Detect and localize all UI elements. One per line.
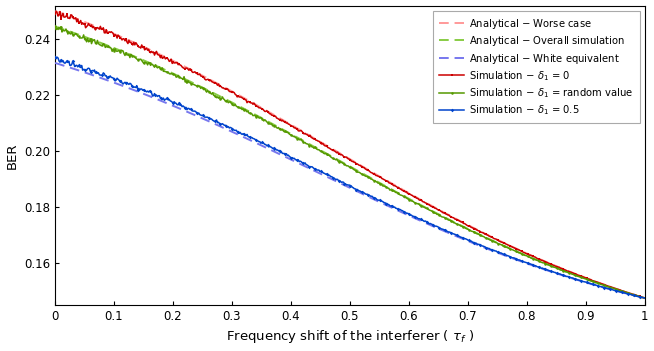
Simulation $-$ $\delta_1$ = random value [399, 194, 407, 198]
Analytical $-$ Worse case [156, 52, 164, 56]
Analytical $-$ White equivalent [318, 172, 326, 177]
Analytical $-$ Overall simulation [641, 296, 649, 300]
Analytical $-$ Overall simulation [445, 217, 453, 221]
Analytical $-$ White equivalent [641, 296, 649, 300]
Analytical $-$ White equivalent [495, 251, 503, 255]
Simulation $-$ $\delta_1$ = 0 [446, 214, 454, 218]
Analytical $-$ Overall simulation [318, 149, 326, 153]
Analytical $-$ Worse case [495, 238, 503, 243]
Line: Analytical $-$ Overall simulation: Analytical $-$ Overall simulation [55, 27, 645, 298]
Simulation $-$ $\delta_1$ = 0.5 [51, 55, 59, 59]
Simulation $-$ $\delta_1$ = 0.5 [399, 208, 407, 213]
Simulation $-$ $\delta_1$ = 0 [496, 239, 504, 244]
Analytical $-$ Overall simulation [495, 241, 503, 246]
Simulation $-$ $\delta_1$ = 0.5 [318, 170, 326, 174]
Legend: Analytical $-$ Worse case, Analytical $-$ Overall simulation, Analytical $-$ Whi: Analytical $-$ Worse case, Analytical $-… [434, 11, 640, 124]
Analytical $-$ White equivalent [399, 211, 407, 215]
Line: Simulation $-$ $\delta_1$ = 0.5: Simulation $-$ $\delta_1$ = 0.5 [54, 55, 646, 299]
Y-axis label: BER: BER [5, 142, 18, 168]
Simulation $-$ $\delta_1$ = 0 [400, 189, 407, 193]
Analytical $-$ Worse case [445, 213, 453, 217]
Simulation $-$ $\delta_1$ = random value [156, 65, 164, 69]
Analytical $-$ Worse case [399, 187, 407, 192]
Analytical $-$ White equivalent [51, 61, 59, 65]
Analytical $-$ Overall simulation [51, 25, 59, 29]
Analytical $-$ Overall simulation [203, 87, 211, 92]
Simulation $-$ $\delta_1$ = 0 [52, 9, 60, 13]
Simulation $-$ $\delta_1$ = 0 [641, 296, 649, 300]
Simulation $-$ $\delta_1$ = 0 [51, 12, 59, 16]
Simulation $-$ $\delta_1$ = 0.5 [156, 94, 164, 98]
Line: Analytical $-$ Worse case: Analytical $-$ Worse case [55, 11, 645, 298]
Line: Analytical $-$ White equivalent: Analytical $-$ White equivalent [55, 63, 645, 298]
Analytical $-$ White equivalent [203, 118, 211, 122]
Simulation $-$ $\delta_1$ = random value [51, 24, 59, 28]
Line: Simulation $-$ $\delta_1$ = 0: Simulation $-$ $\delta_1$ = 0 [54, 10, 646, 299]
Simulation $-$ $\delta_1$ = random value [203, 90, 211, 94]
Analytical $-$ White equivalent [445, 231, 453, 235]
Line: Simulation $-$ $\delta_1$ = random value: Simulation $-$ $\delta_1$ = random value [54, 25, 646, 299]
Simulation $-$ $\delta_1$ = 0 [319, 141, 327, 146]
Analytical $-$ Worse case [51, 9, 59, 13]
Analytical $-$ Worse case [318, 141, 326, 145]
Analytical $-$ Worse case [641, 296, 649, 300]
Simulation $-$ $\delta_1$ = random value [318, 149, 326, 153]
Simulation $-$ $\delta_1$ = random value [445, 218, 453, 222]
Simulation $-$ $\delta_1$ = 0 [204, 77, 212, 81]
Analytical $-$ Overall simulation [156, 65, 164, 69]
Analytical $-$ Overall simulation [399, 193, 407, 198]
Simulation $-$ $\delta_1$ = random value [641, 296, 649, 300]
Simulation $-$ $\delta_1$ = 0 [156, 55, 164, 60]
Analytical $-$ White equivalent [156, 98, 164, 102]
Simulation $-$ $\delta_1$ = 0.5 [203, 115, 211, 119]
Analytical $-$ Worse case [203, 76, 211, 80]
Simulation $-$ $\delta_1$ = 0.5 [495, 250, 503, 254]
X-axis label: Frequency shift of the interferer ( $\tau_f$ ): Frequency shift of the interferer ( $\ta… [226, 329, 474, 345]
Simulation $-$ $\delta_1$ = 0.5 [641, 296, 649, 300]
Simulation $-$ $\delta_1$ = random value [495, 242, 503, 246]
Simulation $-$ $\delta_1$ = 0.5 [445, 230, 453, 234]
